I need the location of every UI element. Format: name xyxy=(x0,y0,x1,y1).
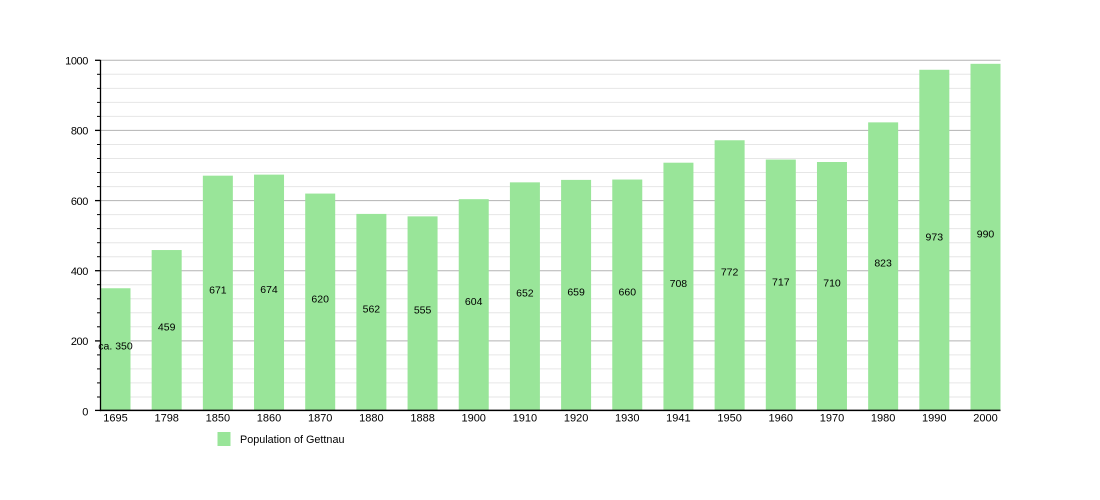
svg-text:1860: 1860 xyxy=(257,412,281,424)
svg-text:1798: 1798 xyxy=(154,412,178,424)
svg-text:659: 659 xyxy=(567,286,585,298)
svg-text:990: 990 xyxy=(977,228,995,240)
svg-text:652: 652 xyxy=(516,288,534,300)
svg-text:1960: 1960 xyxy=(769,412,793,424)
svg-text:823: 823 xyxy=(874,258,892,270)
svg-text:1970: 1970 xyxy=(820,412,844,424)
svg-text:555: 555 xyxy=(414,305,432,317)
svg-text:200: 200 xyxy=(71,336,88,348)
svg-text:800: 800 xyxy=(71,126,88,138)
svg-text:0: 0 xyxy=(82,406,88,418)
svg-text:400: 400 xyxy=(71,266,88,278)
svg-text:604: 604 xyxy=(465,296,483,308)
svg-text:1920: 1920 xyxy=(564,412,588,424)
svg-text:973: 973 xyxy=(926,231,944,243)
svg-text:2000: 2000 xyxy=(973,412,997,424)
svg-text:1850: 1850 xyxy=(206,412,230,424)
svg-text:1930: 1930 xyxy=(615,412,639,424)
svg-text:600: 600 xyxy=(71,196,88,208)
svg-text:562: 562 xyxy=(363,304,381,316)
svg-text:Population of Gettnau: Population of Gettnau xyxy=(240,434,344,446)
svg-text:717: 717 xyxy=(772,276,790,288)
svg-text:459: 459 xyxy=(158,322,176,334)
svg-text:1990: 1990 xyxy=(922,412,946,424)
svg-text:772: 772 xyxy=(721,267,739,279)
svg-text:1950: 1950 xyxy=(717,412,741,424)
svg-text:ca. 350: ca. 350 xyxy=(98,341,133,353)
svg-text:671: 671 xyxy=(209,284,227,296)
svg-text:1980: 1980 xyxy=(871,412,895,424)
svg-text:674: 674 xyxy=(260,284,278,296)
svg-text:1000: 1000 xyxy=(65,56,88,68)
svg-text:710: 710 xyxy=(823,278,841,290)
svg-text:620: 620 xyxy=(311,293,329,305)
svg-text:1695: 1695 xyxy=(103,412,127,424)
svg-text:1910: 1910 xyxy=(513,412,537,424)
svg-text:1888: 1888 xyxy=(410,412,434,424)
svg-text:708: 708 xyxy=(670,278,688,290)
svg-text:1941: 1941 xyxy=(666,412,690,424)
svg-text:1900: 1900 xyxy=(461,412,485,424)
svg-text:1880: 1880 xyxy=(359,412,383,424)
svg-text:1870: 1870 xyxy=(308,412,332,424)
svg-text:660: 660 xyxy=(619,286,637,298)
